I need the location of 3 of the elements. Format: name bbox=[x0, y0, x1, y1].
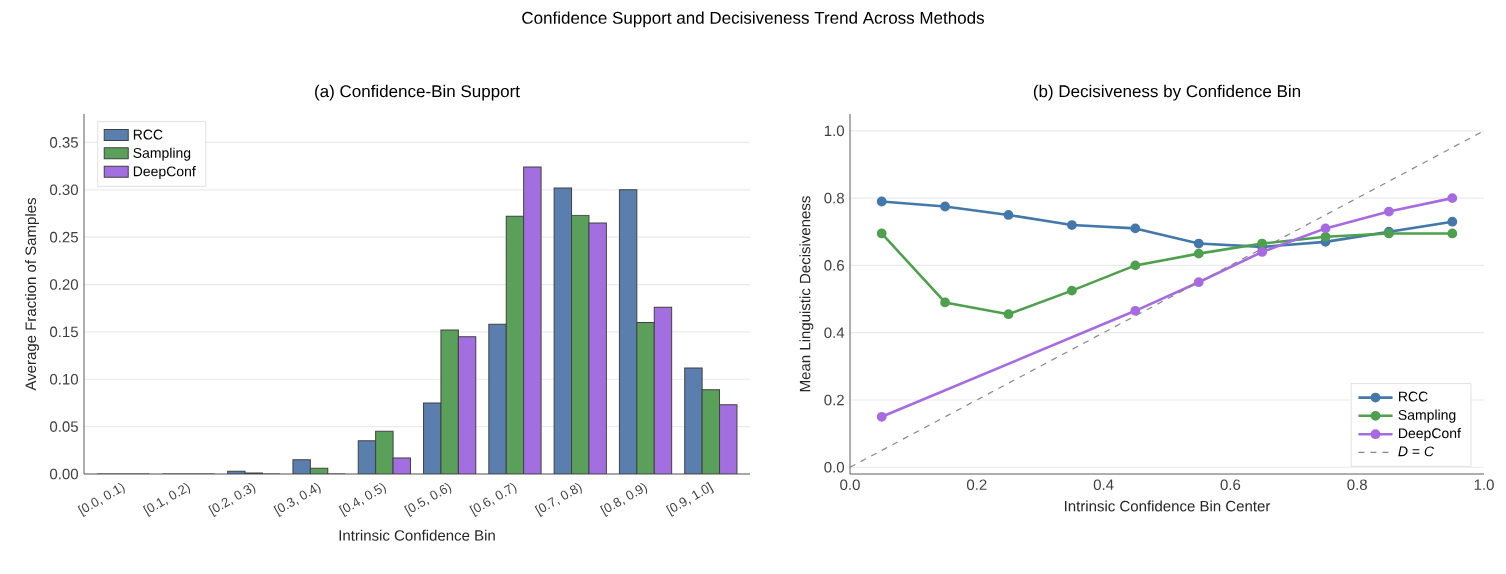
text: Confidence Support and Decisiveness Trend Across Methods bbox=[522, 11, 984, 28]
chart-title: (b) Decisiveness by Confidence Bin bbox=[1033, 84, 1301, 101]
chart-title: (a) Confidence-Bin Support bbox=[315, 84, 520, 101]
